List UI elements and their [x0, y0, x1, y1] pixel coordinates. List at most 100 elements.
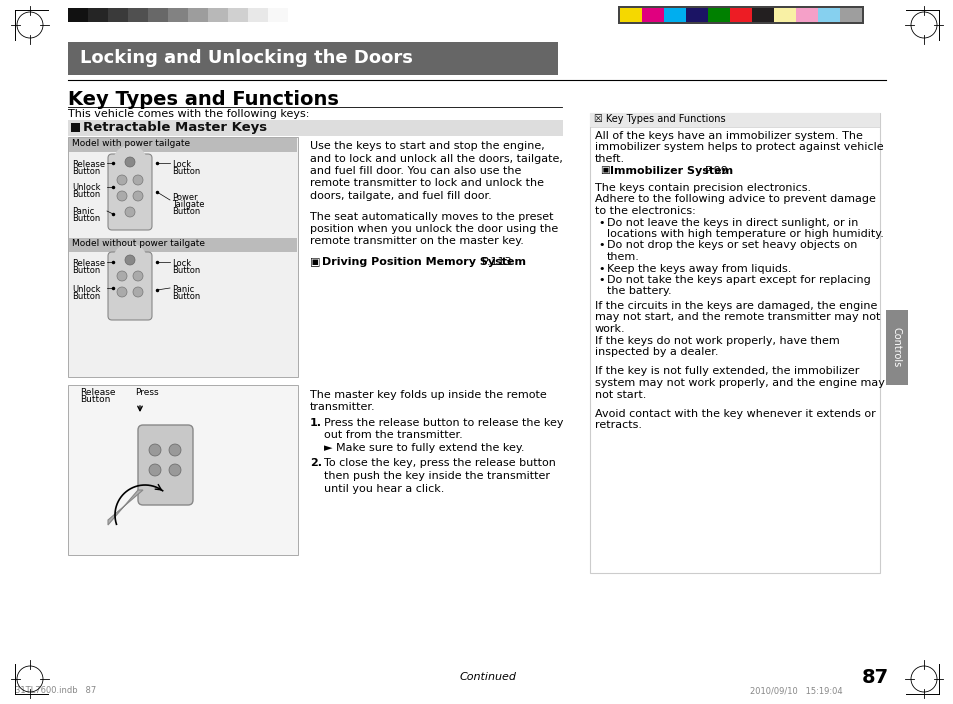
Text: Button: Button — [71, 266, 100, 275]
Text: Release: Release — [71, 160, 105, 169]
Bar — [589, 113, 879, 573]
Text: 2010/09/10   15:19:04: 2010/09/10 15:19:04 — [749, 686, 841, 695]
Text: may not start, and the remote transmitter may not: may not start, and the remote transmitte… — [595, 313, 880, 322]
Bar — [68, 42, 558, 75]
Text: Power: Power — [172, 193, 197, 202]
Text: Unlock: Unlock — [71, 285, 100, 294]
Bar — [840, 8, 862, 22]
Text: 87: 87 — [862, 668, 888, 687]
Text: Locking and Unlocking the Doors: Locking and Unlocking the Doors — [80, 49, 413, 67]
Text: the battery.: the battery. — [606, 287, 671, 296]
Bar — [773, 8, 795, 22]
Text: Button: Button — [172, 167, 200, 176]
FancyBboxPatch shape — [108, 154, 152, 230]
Text: remote transmitter on the master key.: remote transmitter on the master key. — [310, 237, 523, 246]
Bar — [168, 8, 188, 22]
Text: Release: Release — [71, 259, 105, 268]
Text: P.99: P.99 — [698, 165, 727, 175]
Text: Press: Press — [135, 388, 158, 397]
Bar — [128, 8, 148, 22]
Text: position when you unlock the door using the: position when you unlock the door using … — [310, 224, 558, 234]
Text: Lock: Lock — [172, 259, 191, 268]
Circle shape — [117, 287, 127, 297]
Bar — [817, 8, 840, 22]
Text: Keep the keys away from liquids.: Keep the keys away from liquids. — [606, 263, 791, 273]
FancyBboxPatch shape — [108, 252, 152, 320]
Text: Button: Button — [71, 167, 100, 176]
FancyBboxPatch shape — [138, 425, 193, 505]
Text: P.113: P.113 — [475, 257, 511, 267]
Bar — [795, 8, 817, 22]
Text: Controls: Controls — [891, 327, 901, 367]
Text: Retractable Master Keys: Retractable Master Keys — [83, 121, 267, 134]
Bar — [68, 385, 297, 555]
Bar — [148, 8, 168, 22]
Bar — [69, 138, 296, 152]
Text: Immobilizer System: Immobilizer System — [609, 165, 732, 175]
Text: Driving Position Memory System: Driving Position Memory System — [322, 257, 525, 267]
Text: •: • — [598, 263, 604, 273]
Text: All of the keys have an immobilizer system. The: All of the keys have an immobilizer syst… — [595, 131, 862, 141]
Circle shape — [132, 271, 143, 281]
Text: until you hear a click.: until you hear a click. — [324, 484, 444, 494]
Circle shape — [169, 444, 181, 456]
Text: If the key is not fully extended, the immobilizer: If the key is not fully extended, the im… — [595, 367, 859, 377]
Text: Button: Button — [172, 266, 200, 275]
Circle shape — [169, 464, 181, 476]
Text: Button: Button — [71, 214, 100, 223]
Text: Avoid contact with the key whenever it extends or: Avoid contact with the key whenever it e… — [595, 409, 875, 419]
Text: ▣: ▣ — [310, 257, 320, 267]
Text: Do not leave the keys in direct sunlight, or in: Do not leave the keys in direct sunlight… — [606, 218, 858, 227]
Bar — [663, 8, 685, 22]
Text: immobilizer system helps to protect against vehicle: immobilizer system helps to protect agai… — [595, 142, 882, 153]
Circle shape — [117, 191, 127, 201]
Bar — [68, 137, 297, 377]
Text: them.: them. — [606, 252, 639, 262]
Text: 2.: 2. — [310, 458, 322, 468]
Bar — [268, 8, 288, 22]
Bar — [228, 8, 248, 22]
Text: If the circuits in the keys are damaged, the engine: If the circuits in the keys are damaged,… — [595, 301, 877, 311]
Text: Continued: Continued — [459, 672, 517, 682]
Text: 31TL7600.indb   87: 31TL7600.indb 87 — [15, 686, 96, 695]
Text: Do not take the keys apart except for replacing: Do not take the keys apart except for re… — [606, 275, 870, 285]
Text: inspected by a dealer.: inspected by a dealer. — [595, 347, 718, 357]
Circle shape — [112, 145, 147, 179]
Text: Button: Button — [172, 292, 200, 301]
Text: out from the transmitter.: out from the transmitter. — [324, 431, 462, 441]
Circle shape — [132, 175, 143, 185]
Text: Button: Button — [71, 190, 100, 199]
Text: transmitter.: transmitter. — [310, 403, 375, 413]
Circle shape — [125, 157, 135, 167]
Bar — [885, 310, 907, 385]
Text: Panic: Panic — [172, 285, 194, 294]
Bar — [68, 120, 562, 136]
Circle shape — [125, 207, 135, 217]
Text: 1.: 1. — [310, 418, 322, 428]
Text: Button: Button — [71, 292, 100, 301]
Text: Release: Release — [80, 388, 115, 397]
Bar — [248, 8, 268, 22]
Circle shape — [117, 271, 127, 281]
Text: This vehicle comes with the following keys:: This vehicle comes with the following ke… — [68, 109, 309, 119]
Bar — [619, 8, 641, 22]
Text: ► Make sure to fully extend the key.: ► Make sure to fully extend the key. — [324, 443, 524, 453]
Bar — [108, 8, 128, 22]
Circle shape — [149, 464, 161, 476]
Text: system may not work properly, and the engine may: system may not work properly, and the en… — [595, 378, 884, 388]
Circle shape — [112, 243, 147, 277]
Text: If the keys do not work properly, have them: If the keys do not work properly, have t… — [595, 336, 839, 346]
Text: not start.: not start. — [595, 389, 646, 399]
Text: Unlock: Unlock — [71, 183, 100, 192]
Text: To close the key, press the release button: To close the key, press the release butt… — [324, 458, 556, 468]
Bar — [71, 123, 80, 132]
Circle shape — [117, 175, 127, 185]
Circle shape — [132, 287, 143, 297]
Text: ☒ Key Types and Functions: ☒ Key Types and Functions — [594, 114, 725, 124]
Text: ▣: ▣ — [599, 165, 609, 175]
Bar — [707, 8, 729, 22]
Text: locations with high temperature or high humidity.: locations with high temperature or high … — [606, 229, 882, 239]
Bar — [68, 8, 88, 22]
Text: then push the key inside the transmitter: then push the key inside the transmitter — [324, 471, 550, 481]
Text: Tailgate: Tailgate — [172, 200, 204, 209]
